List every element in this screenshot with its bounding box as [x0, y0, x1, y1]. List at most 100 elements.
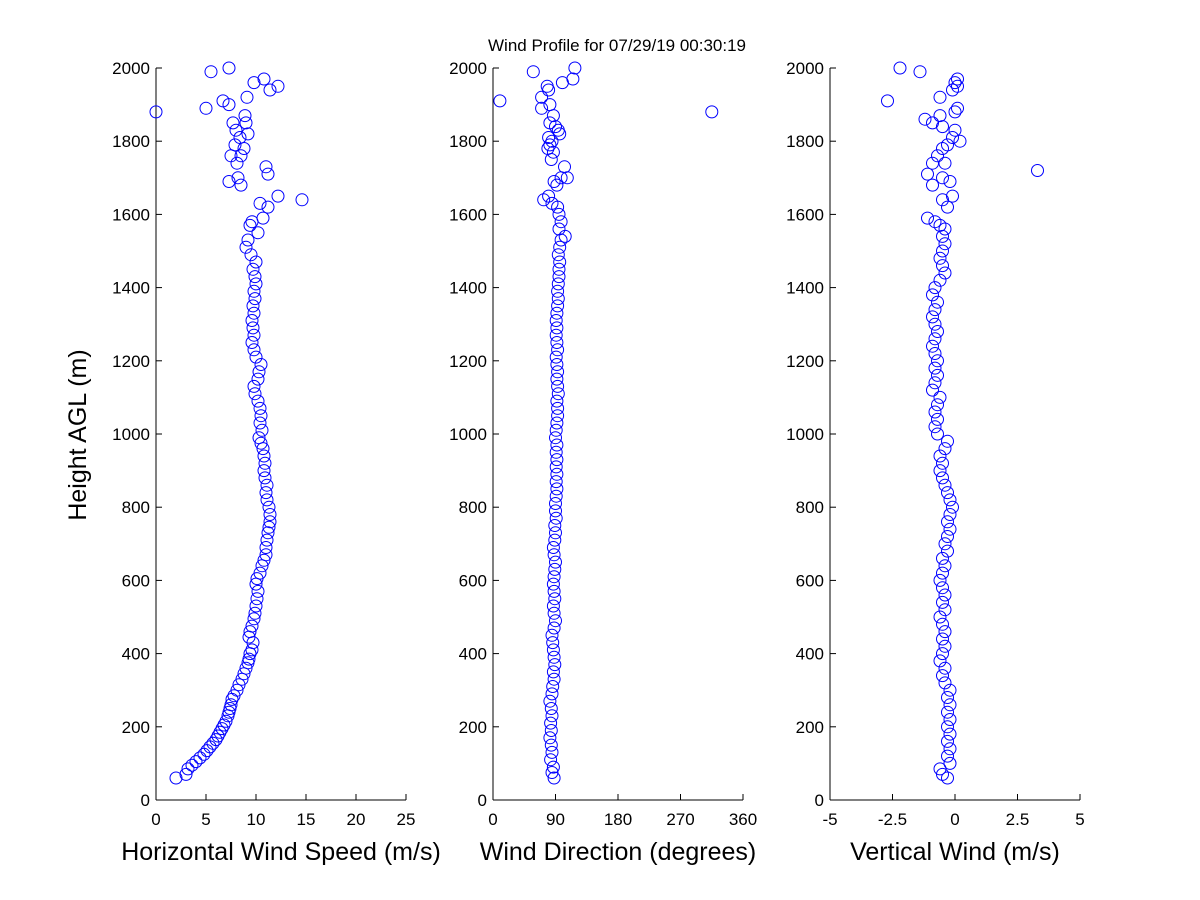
data-point: [547, 650, 561, 664]
data-point: [933, 251, 947, 265]
data-point: [554, 215, 568, 229]
data-point: [943, 683, 957, 697]
data-point: [249, 350, 263, 364]
x-axis-label: Horizontal Wind Speed (m/s): [121, 838, 441, 866]
data-point: [259, 486, 273, 500]
data-point: [544, 716, 558, 730]
data-point: [211, 729, 225, 743]
data-point: [928, 215, 942, 229]
data-point: [254, 409, 268, 423]
data-point: [926, 339, 939, 353]
chart-title: Wind Profile for 07/29/19 00:30:19: [488, 36, 746, 55]
data-point: [938, 639, 952, 653]
data-point: [928, 420, 942, 434]
data-point: [943, 508, 957, 521]
data-point: [913, 65, 927, 79]
y-tick-label: 2000: [786, 59, 824, 78]
data-point: [933, 90, 947, 104]
data-point: [549, 497, 562, 510]
data-point: [549, 511, 563, 525]
data-point: [549, 431, 562, 445]
data-point: [549, 423, 563, 437]
data-point: [257, 72, 271, 86]
data-point: [249, 277, 263, 291]
data-point: [546, 577, 560, 591]
data-point: [936, 551, 949, 565]
y-tick-label: 200: [122, 718, 150, 737]
data-point: [550, 467, 564, 481]
data-point: [259, 541, 273, 554]
data-point: [938, 442, 952, 456]
data-point: [943, 727, 957, 741]
y-tick-label: 1600: [786, 205, 824, 224]
data-point: [535, 101, 549, 115]
data-point: [928, 332, 942, 346]
x-tick-label: 90: [546, 810, 565, 829]
data-point: [247, 328, 261, 342]
data-point: [222, 61, 236, 75]
data-point: [953, 134, 967, 148]
data-point: [239, 116, 253, 130]
x-tick-label: 0: [488, 810, 497, 829]
data-point: [242, 652, 256, 666]
data-point: [543, 138, 557, 152]
y-tick-label: 600: [796, 571, 824, 590]
data-point: [941, 200, 954, 214]
data-point: [941, 530, 954, 543]
data-point: [926, 310, 939, 324]
data-point: [255, 423, 269, 437]
data-point: [295, 193, 309, 207]
panel-3: 0 200 400 600 800 1000 1200 1400 1600 1800 2000 -5 -…: [786, 59, 1085, 866]
data-point: [931, 398, 944, 412]
data-point: [938, 625, 952, 639]
data-point: [931, 295, 944, 309]
y-tick-label: 200: [796, 718, 824, 737]
data-point: [545, 709, 559, 723]
x-tick-label: 0: [151, 810, 160, 829]
data-point: [941, 544, 954, 558]
data-point: [241, 233, 255, 247]
data-point: [551, 292, 565, 306]
data-point: [548, 533, 562, 547]
data-point: [936, 193, 949, 207]
x-tick-label: 2.5: [1006, 810, 1030, 829]
data-point: [943, 698, 957, 712]
data-point: [234, 178, 248, 192]
data-point: [943, 756, 957, 770]
data-point: [197, 747, 211, 761]
data-point: [936, 647, 949, 661]
data-point: [551, 299, 565, 313]
x-tick-label: -2.5: [878, 810, 907, 829]
data-point: [881, 94, 894, 108]
data-point: [230, 683, 244, 697]
data-point: [936, 566, 949, 580]
data-point: [941, 691, 954, 704]
data-point: [933, 762, 947, 776]
data-point: [941, 515, 954, 529]
data-point: [215, 722, 229, 736]
data-point: [222, 175, 236, 188]
data-point: [941, 749, 954, 763]
data-point: [543, 116, 557, 130]
y-tick-label: 800: [122, 498, 150, 517]
data-point: [938, 661, 952, 675]
data-point: [238, 109, 252, 123]
y-tick-label: 600: [122, 571, 150, 590]
data-point: [921, 211, 934, 225]
data-point: [941, 720, 954, 734]
data-point: [551, 277, 565, 291]
data-point: [262, 500, 276, 514]
data-point: [258, 471, 272, 485]
y-tick-label: 200: [459, 718, 487, 737]
data-point: [246, 299, 260, 313]
data-point: [230, 156, 244, 170]
data-point: [936, 456, 949, 470]
data-point: [548, 519, 562, 532]
y-tick-label: 1200: [449, 352, 487, 371]
data-point: [217, 718, 231, 732]
y-tick-label: 0: [815, 791, 824, 810]
data-point: [948, 76, 962, 90]
data-point: [247, 612, 261, 626]
data-point: [931, 149, 944, 163]
data-point: [936, 229, 949, 243]
